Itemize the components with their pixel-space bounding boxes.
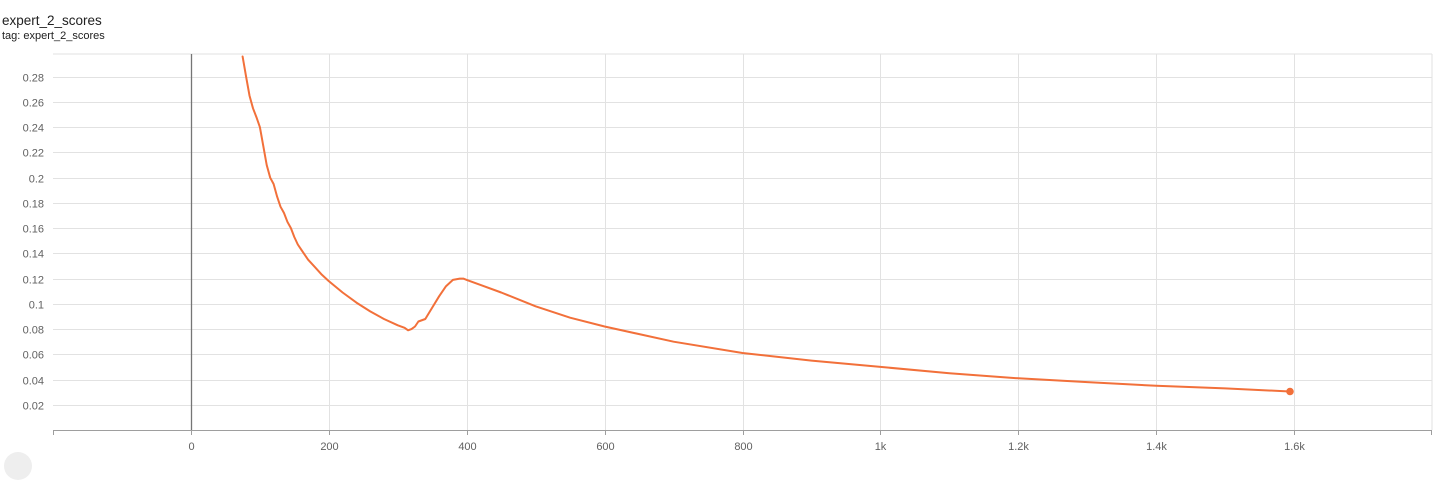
series-line [241,55,1291,393]
y-tick-label: 0.1 [29,300,44,312]
axes [53,430,1432,435]
y-tick-labels: 0.02 0.04 0.06 0.08 0.1 0.12 0.14 0.16 0.18 0.2 0.… [23,73,44,413]
x-tick-label: 200 [320,441,338,453]
y-tick-label: 0.14 [23,249,44,261]
x-tick-label: 0 [188,441,194,453]
y-tick-label: 0.02 [23,401,44,413]
x-tick-label: 600 [596,441,614,453]
chart-header: expert_2_scores tag: expert_2_scores [2,13,105,43]
y-tick-label: 0.22 [23,148,44,160]
y-tick-label: 0.12 [23,275,44,287]
corner-control[interactable] [4,452,32,480]
y-tick-label: 0.24 [23,123,44,135]
last-point-marker [1286,387,1294,396]
x-tick-label: 1.2k [1008,441,1029,453]
grid-lines [53,53,1433,430]
x-tick-label: 1.6k [1284,441,1305,453]
y-tick-label: 0.26 [23,98,44,110]
line-chart[interactable]: 0 200 400 600 800 1k 1.2k 1.4k 1.6k 0.02 0.04 0.06… [0,0,1450,461]
y-tick-label: 0.28 [23,73,44,85]
y-tick-label: 0.2 [29,174,44,186]
x-tick-label: 1k [875,441,887,453]
y-tick-label: 0.18 [23,199,44,211]
x-tick-label: 800 [734,441,752,453]
y-tick-label: 0.04 [23,376,44,388]
x-tick-label: 1.4k [1146,441,1167,453]
series-layer [241,55,1294,396]
y-tick-label: 0.08 [23,325,44,337]
chart-tag-subtitle: tag: expert_2_scores [2,30,105,42]
x-tick-label: 400 [458,441,476,453]
y-tick-label: 0.06 [23,350,44,362]
chart-title: expert_2_scores [2,13,102,28]
y-tick-label: 0.16 [23,224,44,236]
x-tick-labels: 0 200 400 600 800 1k 1.2k 1.4k 1.6k [188,441,1305,453]
